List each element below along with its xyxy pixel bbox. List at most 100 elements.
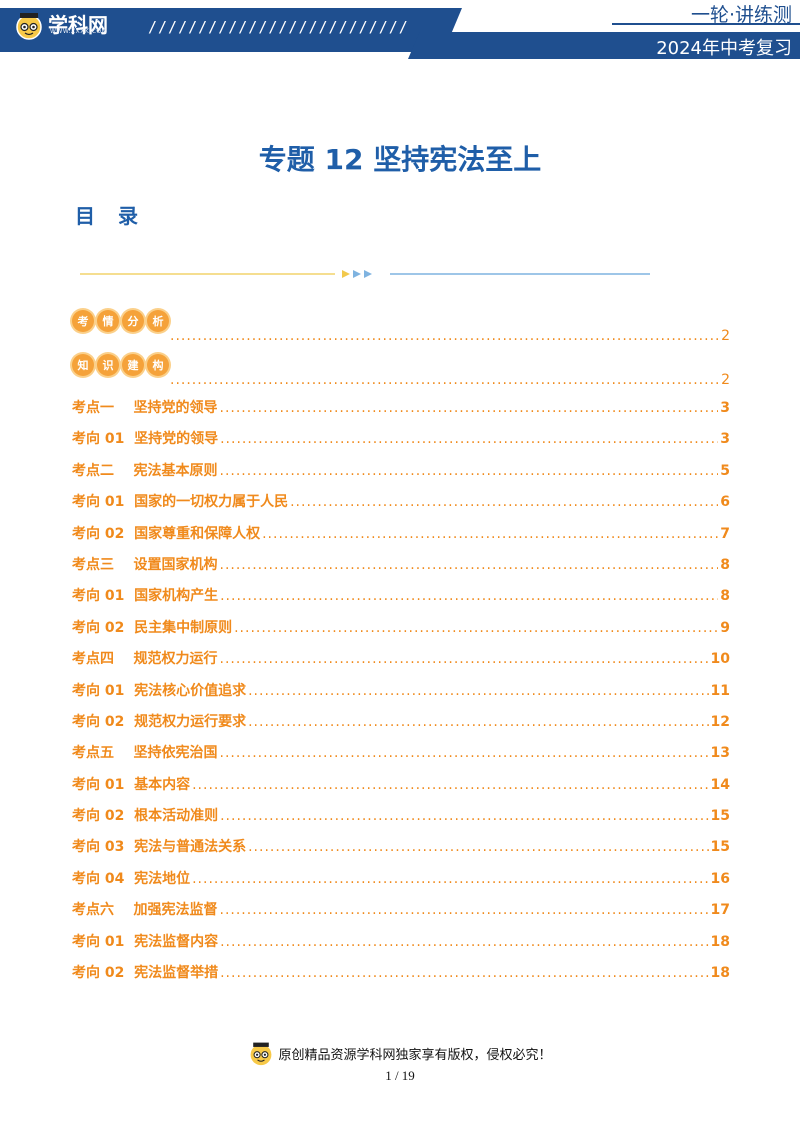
toc-entry[interactable]: 考向 01 国家机构产生 8 [72, 585, 730, 616]
toc-leader: 2 [170, 372, 730, 388]
toc-entry-label: 考向 04 宪法地位 [72, 870, 191, 887]
toc-entry-label: 考向 01 国家的一切权力属于人民 [72, 494, 289, 511]
toc-entry-label: 考点六 加强宪法监督 [72, 902, 218, 919]
toc-entry[interactable]: 考向 03 宪法与普通法关系 15 [72, 836, 730, 867]
badge-char: 建 [122, 354, 144, 376]
toc-badge-analysis[interactable]: 考 情 分 析 2 [72, 310, 730, 344]
toc-page-number: 13 [710, 745, 730, 762]
exam-label: 2024年中考复习 [656, 38, 792, 59]
toc-heading: 目 录 [75, 204, 146, 228]
toc-page-number: 15 [710, 808, 730, 825]
toc-page-number: 9 [720, 619, 730, 636]
toc-page-number: 3 [720, 400, 730, 416]
toc-entry[interactable]: 考点三 设置国家机构 8 [72, 554, 730, 585]
toc-page-number: 2 [721, 372, 730, 388]
toc-entry[interactable]: 考向 02 国家尊重和保障人权 7 [72, 523, 730, 554]
toc-entry-label: 考向 01 宪法监督内容 [72, 933, 219, 950]
toc-entry[interactable]: 考向 01 基本内容 14 [72, 774, 730, 805]
toc-entry[interactable]: 考向 01 坚持党的领导 3 [72, 428, 730, 459]
toc-page-number: 3 [720, 431, 730, 448]
dot-leader [220, 588, 718, 604]
page-title: 专题 12 坚持宪法至上 [258, 143, 542, 176]
toc-entry-label: 考点四 规范权力运行 [72, 651, 218, 668]
toc-entry-label: 考点二 宪法基本原则 [72, 462, 218, 479]
dot-leader [220, 934, 708, 950]
dot-leader [220, 902, 709, 918]
dot-leader [262, 526, 718, 542]
dot-leader [220, 400, 719, 416]
toc-entry-label: 考向 01 基本内容 [72, 776, 191, 793]
toc-entry[interactable]: 考点一 坚持党的领导 3 [72, 397, 730, 428]
section-divider [80, 270, 650, 278]
mascot-icon [16, 13, 42, 40]
toc-entry[interactable]: 考向 02 宪法监督举措 18 [72, 962, 730, 993]
logo-url: WWW.ZXXK.COM [50, 28, 108, 35]
dot-leader [290, 494, 718, 510]
toc-page-number: 15 [710, 839, 730, 856]
toc-page-number: 7 [720, 525, 730, 542]
toc-entry-label: 考向 02 根本活动准则 [72, 808, 219, 825]
badge-analysis: 考 情 分 析 [72, 310, 730, 332]
badge-char: 考 [72, 310, 94, 332]
dot-leader [170, 372, 721, 388]
toc-entry[interactable]: 考点二 宪法基本原则 5 [72, 460, 730, 491]
dot-leader [234, 620, 718, 636]
toc-entry[interactable]: 考向 02 规范权力运行要求 12 [72, 711, 730, 742]
toc-entry[interactable]: 考向 02 根本活动准则 15 [72, 805, 730, 836]
badge-char: 情 [97, 310, 119, 332]
toc-entry-label: 考向 02 宪法监督举措 [72, 965, 219, 982]
badge-structure: 知 识 建 构 [72, 354, 730, 376]
toc-page-number: 8 [720, 588, 730, 605]
toc-entry[interactable]: 考点四 规范权力运行 10 [72, 648, 730, 679]
toc-entry[interactable]: 考向 01 宪法核心价值追求 11 [72, 680, 730, 711]
toc-entry-label: 考向 02 民主集中制原则 [72, 619, 233, 636]
toc-badge-structure[interactable]: 知 识 建 构 2 [72, 354, 730, 388]
header-left-banner [0, 8, 462, 52]
page-header: ////////////////////////// 学科网 WWW.ZXXK.… [0, 0, 800, 62]
toc-entry-label: 考向 02 国家尊重和保障人权 [72, 525, 261, 542]
toc-entry-label: 考向 03 宪法与普通法关系 [72, 839, 247, 856]
toc-entry-label: 考向 01 国家机构产生 [72, 588, 219, 605]
toc-leader: 2 [170, 328, 730, 344]
dot-leader [220, 808, 708, 824]
toc-page-number: 10 [710, 651, 730, 668]
page-number: 1 / 19 [385, 1068, 415, 1083]
badge-char: 识 [97, 354, 119, 376]
dot-leader [220, 557, 719, 573]
toc-page-number: 14 [710, 776, 730, 793]
dot-leader [220, 463, 719, 479]
header-right-banner [408, 32, 800, 59]
dot-leader [220, 431, 718, 447]
dot-leader [248, 714, 708, 730]
dot-leader [248, 839, 708, 855]
copyright-notice: 原创精品资源学科网独家享有版权，侵权必究！ [278, 1047, 552, 1063]
toc-entry[interactable]: 考向 01 宪法监督内容 18 [72, 931, 730, 962]
toc-entry[interactable]: 考点五 坚持依宪治国 13 [72, 742, 730, 773]
dot-leader [220, 965, 708, 981]
toc-entry-label: 考向 01 宪法核心价值追求 [72, 682, 247, 699]
toc-page-number: 5 [720, 462, 730, 479]
toc-page-number: 6 [720, 494, 730, 511]
badge-char: 分 [122, 310, 144, 332]
toc-entry-label: 考点一 坚持党的领导 [72, 400, 218, 416]
dot-leader [192, 777, 708, 793]
series-label: 一轮·讲练测 [690, 4, 792, 26]
badge-char: 知 [72, 354, 94, 376]
logo: 学科网 [14, 10, 108, 40]
toc-entry[interactable]: 考向 02 民主集中制原则 9 [72, 617, 730, 648]
toc-entry-label: 考向 01 坚持党的领导 [72, 431, 219, 448]
dot-leader [220, 745, 709, 761]
logo-text: 学科网 [48, 13, 108, 37]
dot-leader [248, 683, 708, 699]
toc-entry[interactable]: 考向 04 宪法地位 16 [72, 868, 730, 899]
toc-page-number: 11 [710, 682, 730, 699]
dot-leader [170, 328, 721, 344]
toc-entry[interactable]: 考向 01 国家的一切权力属于人民 6 [72, 491, 730, 522]
toc-list: 考点一 坚持党的领导 3 考向 01 坚持党的领导 3 考点二 宪法基本原则 5 考向 01… [72, 397, 730, 993]
toc-entry-label: 考点三 设置国家机构 [72, 556, 218, 573]
toc-page-number: 18 [710, 933, 730, 950]
toc-entry[interactable]: 考点六 加强宪法监督 17 [72, 899, 730, 930]
toc-entry-label: 考点五 坚持依宪治国 [72, 745, 218, 762]
header-rule [612, 23, 800, 25]
toc-page-number: 17 [710, 902, 730, 919]
